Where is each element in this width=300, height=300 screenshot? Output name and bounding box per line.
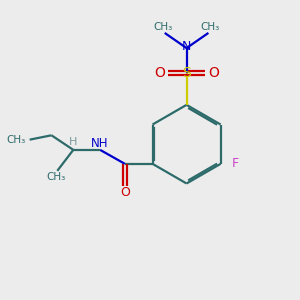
- Text: S: S: [182, 66, 191, 80]
- Text: O: O: [208, 66, 219, 80]
- Text: NH: NH: [91, 137, 109, 150]
- Text: CH₃: CH₃: [6, 135, 25, 145]
- Text: H: H: [69, 137, 77, 147]
- Text: O: O: [154, 66, 165, 80]
- Text: CH₃: CH₃: [200, 22, 220, 32]
- Text: O: O: [120, 187, 130, 200]
- Text: CH₃: CH₃: [46, 172, 65, 182]
- Text: N: N: [182, 40, 191, 53]
- Text: CH₃: CH₃: [154, 22, 173, 32]
- Text: F: F: [232, 157, 239, 170]
